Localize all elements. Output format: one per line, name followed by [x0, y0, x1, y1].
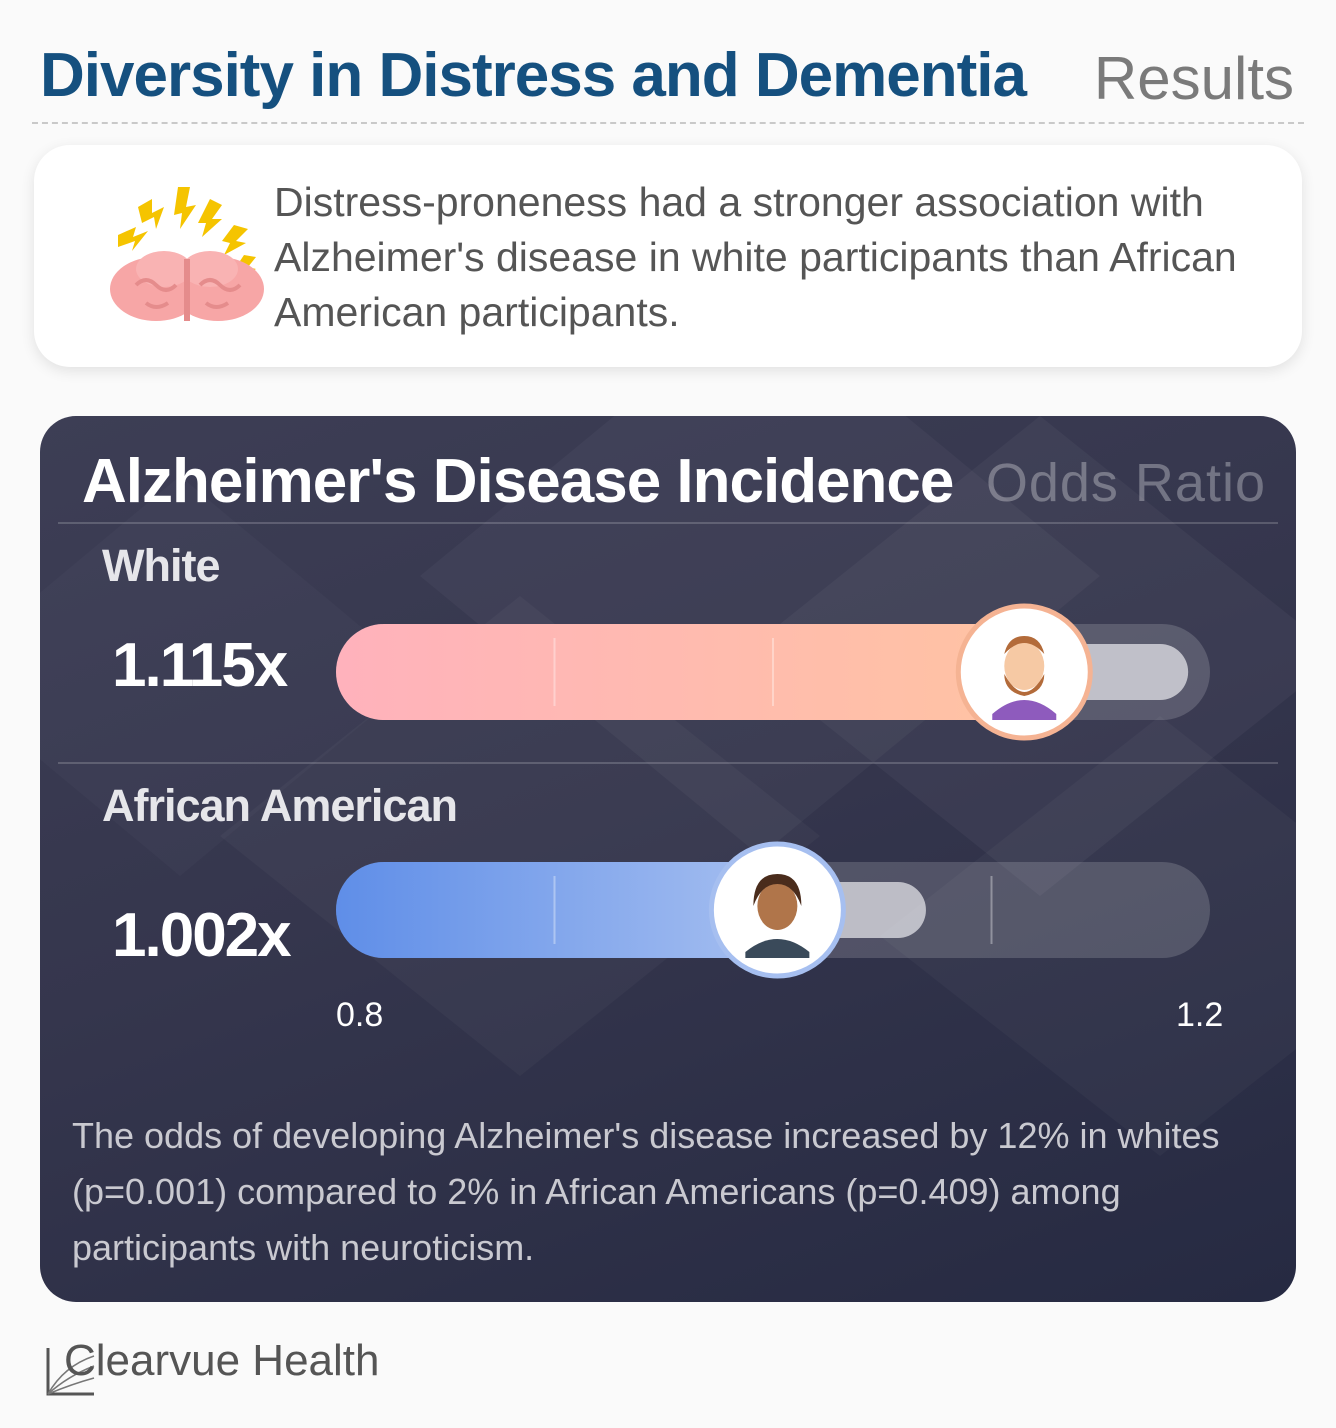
category-label-african-american: African American — [102, 780, 458, 831]
category-label-white: White — [102, 540, 220, 591]
man-avatar-hair — [1004, 636, 1045, 654]
bar-chart — [336, 603, 1210, 979]
title-divider — [58, 522, 1278, 524]
woman-avatar-hair — [753, 874, 802, 906]
chart-footnote: The odds of developing Alzheimer's disea… — [72, 1115, 1220, 1268]
chart-panel: Alzheimer's Disease Incidence Odds Ratio… — [40, 416, 1296, 1302]
woman-avatar-face — [757, 882, 798, 930]
woman-avatar-icon — [745, 939, 810, 958]
header: Diversity in Distress and Dementia Resul… — [0, 0, 1336, 124]
header-divider — [32, 122, 1304, 124]
clearvue-logo-icon — [44, 1346, 98, 1396]
chart-subtitle: Odds Ratio — [985, 453, 1266, 513]
brain-lightning-icon — [106, 185, 266, 335]
man-avatar-face — [1004, 642, 1045, 690]
section-label: Results — [1093, 45, 1294, 112]
row-divider — [58, 762, 1278, 764]
x-tick-label-max: 1.2 — [1176, 996, 1224, 1034]
man-avatar-beard — [1004, 674, 1045, 696]
chart-title: Alzheimer's Disease Incidence — [82, 447, 954, 516]
x-tick-label-min: 0.8 — [336, 996, 384, 1034]
value-label-african-american: 1.002x — [112, 901, 292, 970]
brand-name: Clearvue Health — [64, 1336, 380, 1385]
man-avatar-icon — [992, 700, 1057, 720]
value-label-white: 1.115x — [112, 631, 288, 700]
bar-white — [336, 624, 1025, 720]
summary-card: Distress-proneness had a stronger associ… — [34, 145, 1302, 367]
bar-african-american — [336, 862, 778, 958]
page-title: Diversity in Distress and Dementia — [40, 41, 1027, 110]
summary-text: Distress-proneness had a stronger associ… — [274, 179, 1237, 335]
